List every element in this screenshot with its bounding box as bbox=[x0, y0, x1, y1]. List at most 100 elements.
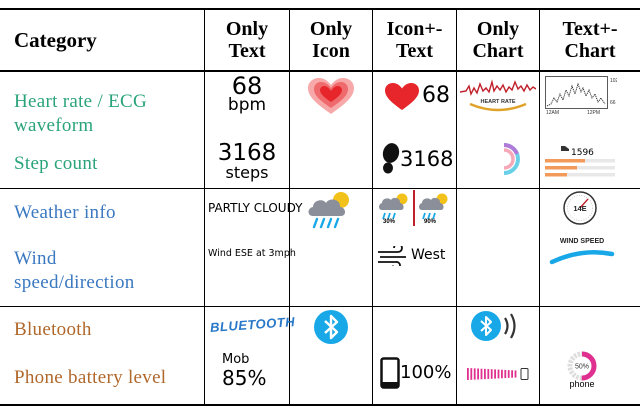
col-divider-2 bbox=[289, 8, 290, 406]
step-bars bbox=[545, 159, 615, 177]
col-divider-4 bbox=[456, 8, 457, 406]
category-battery: Phone battery level bbox=[14, 367, 167, 388]
category-heart-rate-line2: waveform bbox=[14, 115, 94, 136]
wind-icon-text: West bbox=[376, 244, 456, 268]
battery-bar-segment bbox=[473, 368, 476, 380]
partly-cloudy-rain-icon bbox=[308, 192, 349, 229]
heart-history-line bbox=[546, 82, 606, 107]
category-weather: Weather info bbox=[14, 202, 116, 223]
wind-icon bbox=[378, 246, 406, 266]
step-progress-ring bbox=[503, 143, 520, 175]
battery-ring-label: phone bbox=[569, 379, 595, 389]
heart-tick-start: 12AM bbox=[546, 110, 559, 116]
step-icon-text-value: 3168 bbox=[400, 147, 454, 171]
category-wind: Wind speed/direction bbox=[14, 247, 135, 295]
header-only-icon-line1: Only bbox=[309, 18, 353, 40]
header-only-text-line1: Only bbox=[225, 18, 269, 40]
step-shoe-icon bbox=[561, 146, 569, 151]
battery-bar-segment bbox=[477, 368, 479, 380]
battery-bar-segment bbox=[497, 369, 500, 379]
battery-device-label: Mob bbox=[222, 352, 250, 367]
step-count-value: 3168 bbox=[217, 140, 277, 166]
bluetooth-only-text: BLUETOOTH bbox=[209, 314, 296, 335]
step-count-unit: steps bbox=[225, 163, 269, 182]
header-icon-text-line2: Text bbox=[395, 40, 434, 62]
heart-tick-mid: 12PM bbox=[587, 110, 600, 116]
battery-bar-segment bbox=[507, 370, 510, 378]
heart-bpm-unit: bpm bbox=[227, 95, 267, 115]
header-only-chart: Only Chart bbox=[457, 10, 539, 70]
header-only-chart-line1: Only bbox=[476, 18, 520, 40]
weather-pct-left: 30% bbox=[383, 219, 396, 225]
battery-icon-text-value: 100% bbox=[400, 362, 452, 383]
step-text-chart-value: 1596 bbox=[571, 148, 594, 158]
wind-gauge-value: 14E bbox=[573, 204, 586, 213]
battery-ring-value: 50% bbox=[575, 364, 589, 371]
wind-only-text: Wind ESE at 3mph bbox=[208, 248, 296, 259]
heart-bpm-value: 68 bbox=[231, 72, 263, 100]
header-icon-text-line1: Icon+- bbox=[386, 18, 443, 40]
heart-icon-text-value: 68 bbox=[422, 83, 450, 108]
rule-top bbox=[0, 8, 640, 10]
battery-bar-segment bbox=[514, 370, 517, 378]
battery-icon-text: 100% bbox=[378, 357, 456, 389]
wind-speed-chart-label: WIND SPEED bbox=[560, 238, 604, 245]
wind-direction-value: West bbox=[411, 247, 446, 263]
battery-bar-segment bbox=[504, 369, 507, 379]
battery-bar-segment bbox=[490, 369, 493, 379]
rule-header bbox=[0, 70, 640, 72]
battery-bar-segment bbox=[484, 368, 486, 380]
header-only-text: Only Text bbox=[205, 10, 289, 70]
battery-ring: 50% bbox=[567, 351, 597, 381]
category-heart-rate: Heart rate / ECG waveform bbox=[14, 90, 202, 138]
weather-only-text: PARTLY CLOUDY bbox=[208, 201, 303, 215]
header-only-text-line2: Text bbox=[228, 40, 266, 62]
heart-tick-max: 102 bbox=[610, 78, 617, 84]
battery-bar-segment bbox=[480, 368, 483, 380]
header-text-chart-line2: Chart bbox=[564, 40, 616, 62]
battery-only-text: Mob 85% bbox=[222, 352, 288, 389]
wind-speed-arc-chart: WIND SPEED bbox=[549, 238, 615, 265]
rule-bottom bbox=[0, 404, 640, 406]
heart-rate-arc bbox=[469, 102, 527, 112]
header-text-chart-line1: Text+- bbox=[562, 18, 618, 40]
footprint-icon bbox=[382, 143, 400, 174]
wind-compass-gauge: 14E bbox=[563, 191, 597, 225]
header-category-label: Category bbox=[14, 28, 97, 52]
category-heart-rate-line1: Heart rate / ECG bbox=[14, 91, 147, 112]
weather-icon-text: 30% 90% bbox=[374, 190, 456, 232]
category-bluetooth: Bluetooth bbox=[14, 319, 92, 340]
rule-group-1 bbox=[0, 188, 640, 189]
heart-icon bbox=[385, 83, 419, 110]
header-category: Category bbox=[14, 10, 202, 70]
col-divider-1 bbox=[204, 8, 205, 406]
battery-bar-segment bbox=[501, 369, 503, 379]
heart-rate-history-chart: 102 66 12AM 12PM bbox=[545, 76, 617, 116]
battery-bar-segment bbox=[470, 368, 473, 380]
step-only-text: 3168 steps bbox=[205, 140, 289, 182]
step-text-chart: 1596 bbox=[545, 144, 617, 178]
heart-pulse-icon bbox=[308, 78, 354, 114]
weather-icon-left bbox=[379, 193, 408, 220]
bluetooth-signal-icon bbox=[471, 311, 516, 341]
battery-ring-chart: 50% phone bbox=[560, 350, 604, 394]
col-divider-5 bbox=[539, 8, 540, 406]
battery-bar-segment bbox=[487, 369, 490, 379]
category-wind-line2: speed/direction bbox=[14, 272, 135, 293]
battery-level-value: 85% bbox=[222, 366, 267, 390]
heart-rate-chart-label: HEART RATE bbox=[480, 99, 515, 105]
weather-pct-right: 90% bbox=[424, 219, 437, 225]
header-only-icon-line2: Icon bbox=[312, 40, 350, 62]
wind-speed-arc bbox=[549, 250, 615, 265]
weather-time-marker bbox=[413, 190, 415, 226]
rule-group-2 bbox=[0, 306, 640, 307]
heart-rate-waveform-chart: HEART RATE bbox=[460, 79, 536, 112]
battery-bars-chart bbox=[467, 368, 529, 380]
battery-bar-segment bbox=[467, 368, 469, 380]
phone-icon bbox=[380, 357, 400, 389]
header-only-icon: Only Icon bbox=[290, 10, 372, 70]
heart-only-text: 68 bpm bbox=[205, 72, 289, 115]
weather-icon-right bbox=[419, 193, 448, 220]
category-step-count: Step count bbox=[14, 153, 98, 174]
heart-icon-text: 68 bbox=[380, 83, 454, 110]
